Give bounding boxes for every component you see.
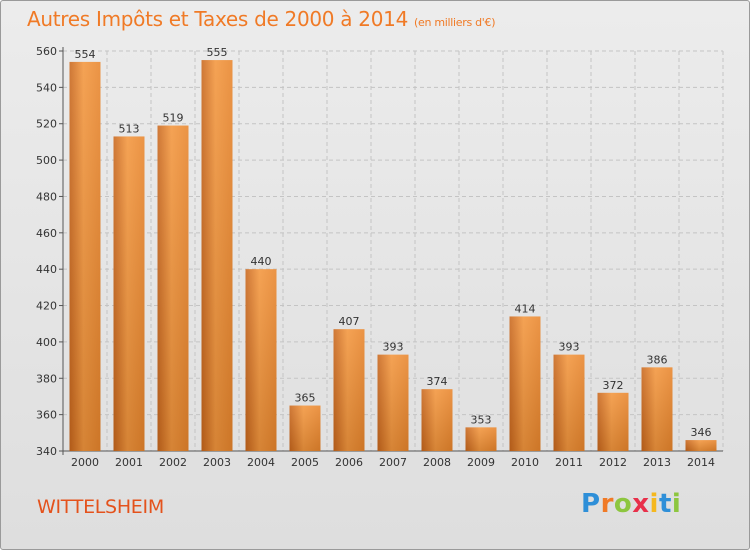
bar-shade <box>553 354 585 451</box>
bar-value-label: 386 <box>647 353 668 366</box>
bar-value-label: 554 <box>75 48 96 61</box>
x-tick-label: 2014 <box>687 456 715 469</box>
y-tick-label: 420 <box>36 300 57 313</box>
chart-subtitle: (en milliers d'€) <box>414 16 496 29</box>
logo-letter: o <box>613 489 633 519</box>
bar-shade <box>421 389 453 451</box>
bar-value-label: 414 <box>515 302 536 315</box>
bar-value-label: 346 <box>691 426 712 439</box>
logo-letter: x <box>632 489 650 519</box>
logo-letter: r <box>600 489 614 519</box>
bar-shade <box>113 136 145 452</box>
x-tick-label: 2002 <box>159 456 187 469</box>
x-tick-label: 2010 <box>511 456 539 469</box>
x-tick-label: 2008 <box>423 456 451 469</box>
bar-shade <box>69 61 101 452</box>
y-tick-label: 340 <box>36 445 57 458</box>
bar-shade <box>333 329 365 451</box>
x-tick-label: 2013 <box>643 456 671 469</box>
bar-shade <box>289 405 321 451</box>
bar-value-label: 353 <box>471 413 492 426</box>
bar-shade <box>641 367 673 451</box>
bar-shade <box>685 440 717 451</box>
x-tick-label: 2000 <box>71 456 99 469</box>
y-tick-label: 440 <box>36 263 57 276</box>
bar-value-label: 365 <box>295 392 316 405</box>
bar-value-label: 372 <box>603 379 624 392</box>
logo-letter: i <box>649 489 659 519</box>
bar-value-label: 513 <box>119 122 140 135</box>
logo-letter: i <box>671 489 682 519</box>
x-tick-label: 2012 <box>599 456 627 469</box>
bar-shade <box>597 392 629 451</box>
bar-value-label: 374 <box>427 375 448 388</box>
bar-shade <box>157 125 189 451</box>
chart-title-text: Autres Impôts et Taxes de 2000 à 2014 <box>27 7 408 31</box>
bar-value-label: 519 <box>163 112 184 125</box>
y-tick-label: 500 <box>36 154 57 167</box>
x-tick-label: 2003 <box>203 456 231 469</box>
x-tick-label: 2009 <box>467 456 495 469</box>
bar-shade <box>509 316 541 451</box>
bar-value-label: 407 <box>339 315 360 328</box>
proxiti-logo: Proxiti <box>581 489 681 519</box>
x-tick-label: 2001 <box>115 456 143 469</box>
y-tick-label: 540 <box>36 81 57 94</box>
location-name: WITTELSHEIM <box>37 496 164 518</box>
bar-shade <box>201 60 233 451</box>
x-tick-label: 2005 <box>291 456 319 469</box>
y-tick-label: 520 <box>36 118 57 131</box>
bar-value-label: 393 <box>383 341 404 354</box>
y-tick-label: 380 <box>36 372 57 385</box>
y-tick-label: 400 <box>36 336 57 349</box>
y-tick-label: 480 <box>36 190 57 203</box>
y-tick-label: 360 <box>36 409 57 422</box>
logo-letter: t <box>658 489 672 519</box>
y-tick-label: 560 <box>36 45 57 58</box>
bar-value-label: 393 <box>559 341 580 354</box>
bar-shade <box>465 427 497 451</box>
bar-value-label: 440 <box>251 255 272 268</box>
x-tick-label: 2006 <box>335 456 363 469</box>
bar-value-label: 555 <box>207 46 228 59</box>
chart-title: Autres Impôts et Taxes de 2000 à 2014 (en… <box>27 7 495 31</box>
y-tick-label: 460 <box>36 227 57 240</box>
x-tick-label: 2007 <box>379 456 407 469</box>
x-tick-label: 2011 <box>555 456 583 469</box>
x-tick-label: 2004 <box>247 456 275 469</box>
bar-shade <box>245 269 277 451</box>
logo-letter: P <box>581 489 601 519</box>
bar-shade <box>377 354 409 451</box>
